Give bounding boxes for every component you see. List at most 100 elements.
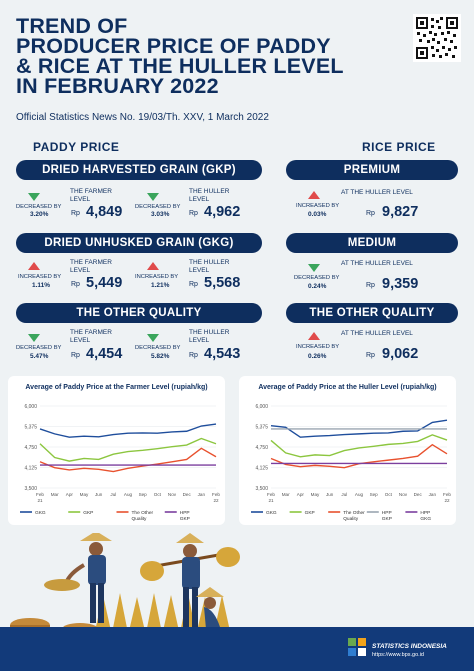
rice-other-item: INCREASED BY 0.26% AT THE HULLER LEVEL R… (286, 327, 458, 367)
other-huller-item: DECREASED BY 5.82% THE HULLER LEVEL Rp 4… (133, 327, 263, 367)
level-label: AT THE HULLER LEVEL (341, 260, 413, 267)
x-tick-label: Jun (326, 492, 334, 497)
legend-label-cont: GKG (420, 516, 431, 522)
x-tick-label: Apr (66, 492, 74, 497)
chart-title: Average of Paddy Price at the Huller Lev… (258, 384, 437, 391)
x-tick-label: Dec (183, 492, 192, 497)
change-label: INCREASED BY (18, 274, 62, 280)
increase-arrow-icon (28, 262, 40, 270)
change-value: 3.03% (151, 211, 170, 218)
level-label: THE HULLER LEVEL (189, 259, 230, 274)
x-tick-label: Mar (282, 492, 290, 497)
legend-label-cont: GKP (180, 516, 190, 522)
y-tick-label: 5,375 (24, 425, 37, 431)
x-tick-label: Nov (168, 492, 177, 497)
level-label: AT THE HULLER LEVEL (341, 330, 413, 337)
gkg-farmer-item: INCREASED BY 1.11% THE FARMER LEVEL Rp 5… (16, 257, 134, 297)
change-label: DECREASED BY (16, 204, 62, 210)
legend-label: GKP (83, 510, 93, 516)
org-url[interactable]: https://www.bps.go.id (372, 652, 424, 658)
decrease-arrow-icon (28, 334, 40, 342)
level-label: AT THE HULLER LEVEL (341, 189, 413, 196)
x-tick-label: Feb (36, 492, 44, 497)
bps-logo-icon (348, 638, 366, 656)
subtitle: Official Statistics News No. 19/03/Th. X… (16, 112, 269, 123)
change-value: 1.21% (151, 282, 170, 289)
legend-label: GKP (305, 510, 315, 516)
change-label: INCREASED BY (135, 274, 179, 280)
decrease-arrow-icon (28, 193, 40, 201)
series-line-gkg (270, 419, 448, 438)
level-label: THE HULLER LEVEL (189, 188, 230, 203)
legend-label: HPP (180, 510, 190, 516)
premium-item: INCREASED BY 0.03% AT THE HULLER LEVEL R… (286, 186, 458, 226)
huller-price-chart-card: Average of Paddy Price at the Huller Lev… (239, 376, 456, 525)
price-value: 4,543 (204, 346, 241, 362)
medium-pill: MEDIUM (286, 233, 458, 253)
y-tick-label: 4,750 (255, 445, 268, 451)
x-tick-label: Sep (139, 492, 148, 497)
gkg-huller-item: INCREASED BY 1.21% THE HULLER LEVEL Rp 5… (133, 257, 263, 297)
y-tick-label: 4,750 (24, 445, 37, 451)
y-tick-label: 6,000 (24, 404, 37, 410)
x-year-label: 22 (213, 498, 219, 503)
legend-label-cont: Quality (132, 516, 148, 522)
change-label: DECREASED BY (294, 275, 340, 281)
currency-label: Rp (366, 352, 375, 359)
medium-item: DECREASED BY 0.24% AT THE HULLER LEVEL R… (286, 257, 458, 297)
x-tick-label: Feb (267, 492, 275, 497)
x-tick-label: May (80, 492, 89, 497)
level-label: THE HULLER LEVEL (189, 329, 230, 344)
level-label: THE FARMER LEVEL (70, 188, 112, 203)
change-value: 5.47% (30, 353, 49, 360)
x-tick-label: Jul (110, 492, 116, 497)
currency-label: Rp (366, 282, 375, 289)
change-value: 0.24% (308, 283, 327, 290)
rice-other-quality-pill: THE OTHER QUALITY (286, 303, 458, 323)
x-tick-label: Jan (429, 492, 437, 497)
change-label: INCREASED BY (296, 344, 340, 350)
price-value: 4,454 (86, 346, 123, 362)
legend-label: HPP (420, 510, 430, 516)
change-value: 1.11% (32, 282, 51, 289)
increase-arrow-icon (147, 262, 159, 270)
level-label: THE FARMER LEVEL (70, 329, 112, 344)
x-year-label: 21 (37, 498, 43, 503)
legend-label: GKG (266, 510, 277, 516)
y-tick-label: 4,125 (255, 466, 268, 472)
currency-label: Rp (189, 210, 198, 217)
x-tick-label: Sep (370, 492, 379, 497)
gkp-huller-item: DECREASED BY 3.03% THE HULLER LEVEL Rp 4… (133, 186, 263, 226)
y-tick-label: 3,500 (255, 486, 268, 492)
currency-label: Rp (71, 352, 80, 359)
y-tick-label: 3,500 (24, 486, 37, 492)
y-tick-label: 5,375 (255, 425, 268, 431)
other-farmer-item: DECREASED BY 5.47% THE FARMER LEVEL Rp 4… (16, 327, 134, 367)
currency-label: Rp (71, 281, 80, 288)
org-name: STATISTICS INDONESIA (372, 643, 447, 650)
x-tick-label: Dec (414, 492, 423, 497)
change-label: INCREASED BY (296, 203, 340, 209)
x-tick-label: May (311, 492, 320, 497)
series-line-the-other-quality (39, 447, 217, 473)
gkp-pill: DRIED HARVESTED GRAIN (GKP) (16, 160, 262, 180)
x-tick-label: Apr (297, 492, 305, 497)
page-title: TREND OF PRODUCER PRICE OF PADDY & RICE … (16, 15, 396, 97)
qr-code-icon[interactable] (413, 14, 461, 62)
price-value: 9,827 (382, 204, 419, 220)
x-tick-label: Oct (385, 492, 393, 497)
gkp-farmer-item: DECREASED BY 3.20% THE FARMER LEVEL Rp 4… (16, 186, 134, 226)
x-year-label: 22 (444, 498, 450, 503)
price-value: 5,449 (86, 275, 123, 291)
currency-label: Rp (71, 210, 80, 217)
price-value: 9,359 (382, 276, 419, 292)
currency-label: Rp (189, 352, 198, 359)
x-tick-label: Feb (212, 492, 220, 497)
footer-band (0, 627, 474, 671)
level-label: THE FARMER LEVEL (70, 259, 112, 274)
decrease-arrow-icon (308, 264, 320, 272)
title-line-3: & RICE AT THE HULLER LEVEL (16, 54, 344, 78)
change-value: 0.03% (308, 211, 327, 218)
legend-label: The Other (343, 510, 365, 516)
